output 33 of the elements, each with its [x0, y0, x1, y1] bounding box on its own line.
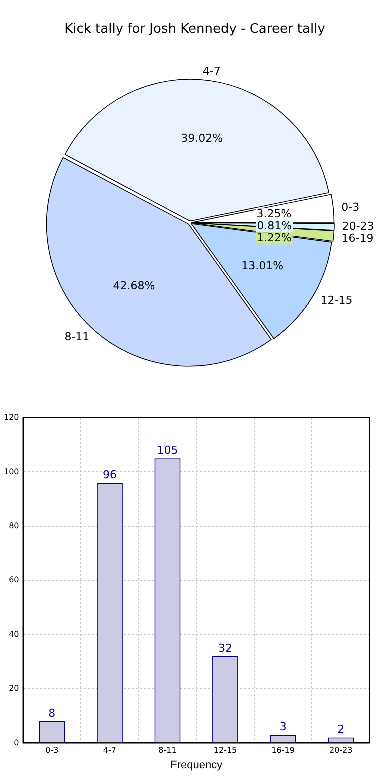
x-tick-label: 16-19 [272, 746, 295, 756]
slice-label: 16-19 [342, 232, 374, 246]
data-label: 3 [280, 720, 287, 734]
slice-label: 0-3 [342, 200, 360, 214]
slice-label: 20-23 [342, 220, 374, 234]
x-axis-title: Frequency [170, 759, 224, 772]
y-tick-label: 100 [4, 467, 20, 476]
slice-label: 12-15 [320, 294, 353, 308]
data-label: 105 [157, 444, 178, 458]
x-tick-label: 20-23 [329, 746, 353, 756]
y-tick-label: 120 [4, 413, 20, 422]
x-tick-label: 8-11 [158, 746, 177, 756]
data-label: 39.02% [181, 132, 224, 146]
y-tick-label: 0 [14, 738, 20, 748]
data-label: 2 [338, 723, 345, 736]
data-label: 96 [102, 468, 117, 482]
data-label: 3.25% [256, 208, 292, 221]
y-tick-label: 20 [9, 684, 20, 694]
y-tick-label: 60 [9, 576, 20, 585]
data-label: 8 [48, 706, 56, 720]
data-label: 0.81% [257, 220, 292, 233]
y-tick-label: 40 [9, 630, 20, 639]
slice-label: 8-11 [64, 330, 90, 344]
data-label: 42.68% [113, 280, 156, 293]
data-label: 32 [218, 642, 233, 655]
x-tick-label: 4-7 [103, 746, 116, 756]
x-tick-label: 0-3 [46, 746, 59, 756]
y-tick-label: 80 [9, 521, 20, 530]
data-label: 1.22% [256, 232, 292, 245]
chart-title: Kick tally for Josh Kennedy - Career tally [64, 22, 326, 38]
slice-label: 4-7 [202, 65, 221, 78]
data-label: 13.01% [242, 259, 284, 272]
x-tick-label: 12-15 [214, 746, 238, 756]
